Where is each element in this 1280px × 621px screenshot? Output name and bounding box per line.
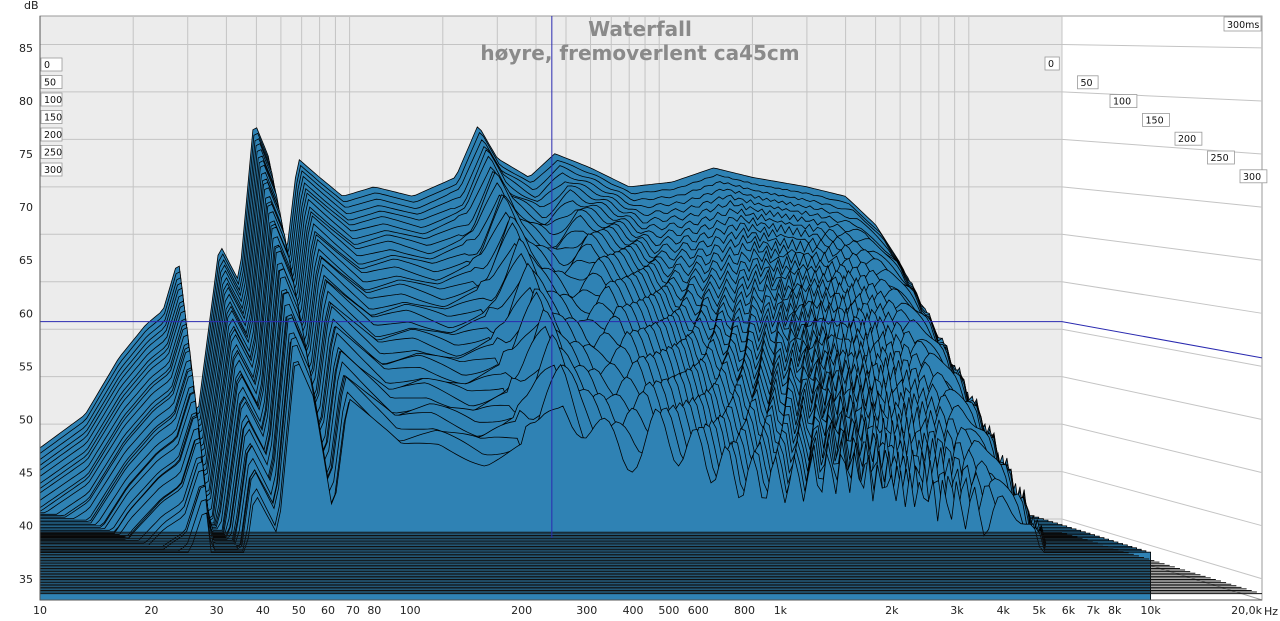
time-label-right: 100 xyxy=(1113,97,1131,108)
grid-line-y xyxy=(40,138,1263,155)
time-label-left: 250 xyxy=(44,148,62,159)
y-tick-label: 85 xyxy=(19,42,33,55)
x-tick-label: 5k xyxy=(1032,604,1046,617)
time-label-box xyxy=(40,92,63,107)
side-wall xyxy=(1061,15,1263,601)
y-tick-label: 80 xyxy=(19,95,33,108)
x-tick-label: 200 xyxy=(511,604,532,617)
time-label-left: 50 xyxy=(44,78,56,89)
x-tick-label: 10k xyxy=(1140,604,1161,617)
x-tick-label: 300 xyxy=(576,604,597,617)
chart-title: Waterfall xyxy=(588,17,692,41)
x-tick-label: 4k xyxy=(997,604,1011,617)
y-tick-label: 35 xyxy=(19,573,33,586)
x-tick-label: 20 xyxy=(144,604,158,617)
x-tick-label: 40 xyxy=(256,604,270,617)
x-tick-label: 3k xyxy=(950,604,964,617)
time-label-box xyxy=(40,127,63,142)
time-axis-end-box xyxy=(1223,16,1262,32)
x-tick-label: 50 xyxy=(292,604,306,617)
y-tick-label: 45 xyxy=(19,467,33,480)
time-label-left: 150 xyxy=(44,113,62,124)
y-tick-label: 60 xyxy=(19,307,33,320)
x-tick-label: 30 xyxy=(210,604,224,617)
x-tick-label: 1k xyxy=(774,604,788,617)
time-label-box xyxy=(40,110,63,124)
waterfall-slices xyxy=(39,126,1262,601)
time-label-right: 150 xyxy=(1146,115,1164,126)
x-tick-label: 100 xyxy=(400,604,421,617)
time-label-left: 100 xyxy=(44,95,62,106)
axes xyxy=(39,16,1263,601)
time-label-box xyxy=(1109,94,1138,108)
time-label-box xyxy=(1142,113,1170,127)
x-tick-label: 600 xyxy=(688,604,709,617)
time-label-box xyxy=(40,57,63,72)
y-tick-label: 75 xyxy=(19,148,33,161)
x-tick-label: 60 xyxy=(321,604,335,617)
cursor-horizontal xyxy=(40,321,1263,359)
x-tick-label: 8k xyxy=(1108,604,1122,617)
time-label-box xyxy=(1044,56,1060,71)
time-label-right: 200 xyxy=(1178,134,1196,145)
x-tick-label: 500 xyxy=(658,604,679,617)
x-tick-label: 2k xyxy=(885,604,899,617)
x-tick-label: 10 xyxy=(33,604,47,617)
x-tick-label: 80 xyxy=(367,604,381,617)
x-axis-unit-label: Hz xyxy=(1264,605,1278,618)
y-tick-label: 70 xyxy=(19,201,33,214)
x-tick-label: 20,0k xyxy=(1231,604,1262,617)
y-tick-label: 65 xyxy=(19,254,33,267)
time-label-box xyxy=(1174,131,1203,146)
y-tick-label: 55 xyxy=(19,360,33,373)
axis-labels: 35 40 45 50 55 60 65 70 75 80 85 10 20 30 40 50 60 70 80 10… xyxy=(19,16,1268,617)
x-tick-label: 6k xyxy=(1062,604,1076,617)
y-tick-label: 50 xyxy=(19,413,33,426)
y-tick-label: 40 xyxy=(19,520,33,533)
y-axis-unit-label: dB xyxy=(24,0,39,12)
time-label-left: 0 xyxy=(44,60,50,71)
time-label-box xyxy=(1239,169,1268,184)
time-label-right: 50 xyxy=(1081,78,1093,89)
grid-line-y xyxy=(40,91,1263,102)
grid-line-y xyxy=(40,43,1263,49)
time-label-box xyxy=(40,145,63,159)
time-axis-end-label: 300ms xyxy=(1227,20,1259,31)
x-tick-label: 70 xyxy=(346,604,360,617)
time-label-right: 300 xyxy=(1243,172,1261,183)
x-tick-label: 800 xyxy=(734,604,755,617)
time-label-box xyxy=(40,162,63,177)
time-label-box xyxy=(1077,75,1099,90)
x-tick-label: 7k xyxy=(1087,604,1101,617)
time-label-box xyxy=(1207,150,1235,165)
x-tick-label: 400 xyxy=(623,604,644,617)
time-label-right: 0 xyxy=(1048,59,1054,70)
time-label-box xyxy=(40,75,63,89)
time-label-right: 250 xyxy=(1211,153,1229,164)
time-label-left: 300 xyxy=(44,165,62,176)
chart-subtitle: høyre, fremoverlent ca45cm xyxy=(480,41,799,65)
waterfall-slice xyxy=(39,363,1151,601)
grid-line-y xyxy=(40,186,1263,208)
time-label-left: 200 xyxy=(44,130,62,141)
